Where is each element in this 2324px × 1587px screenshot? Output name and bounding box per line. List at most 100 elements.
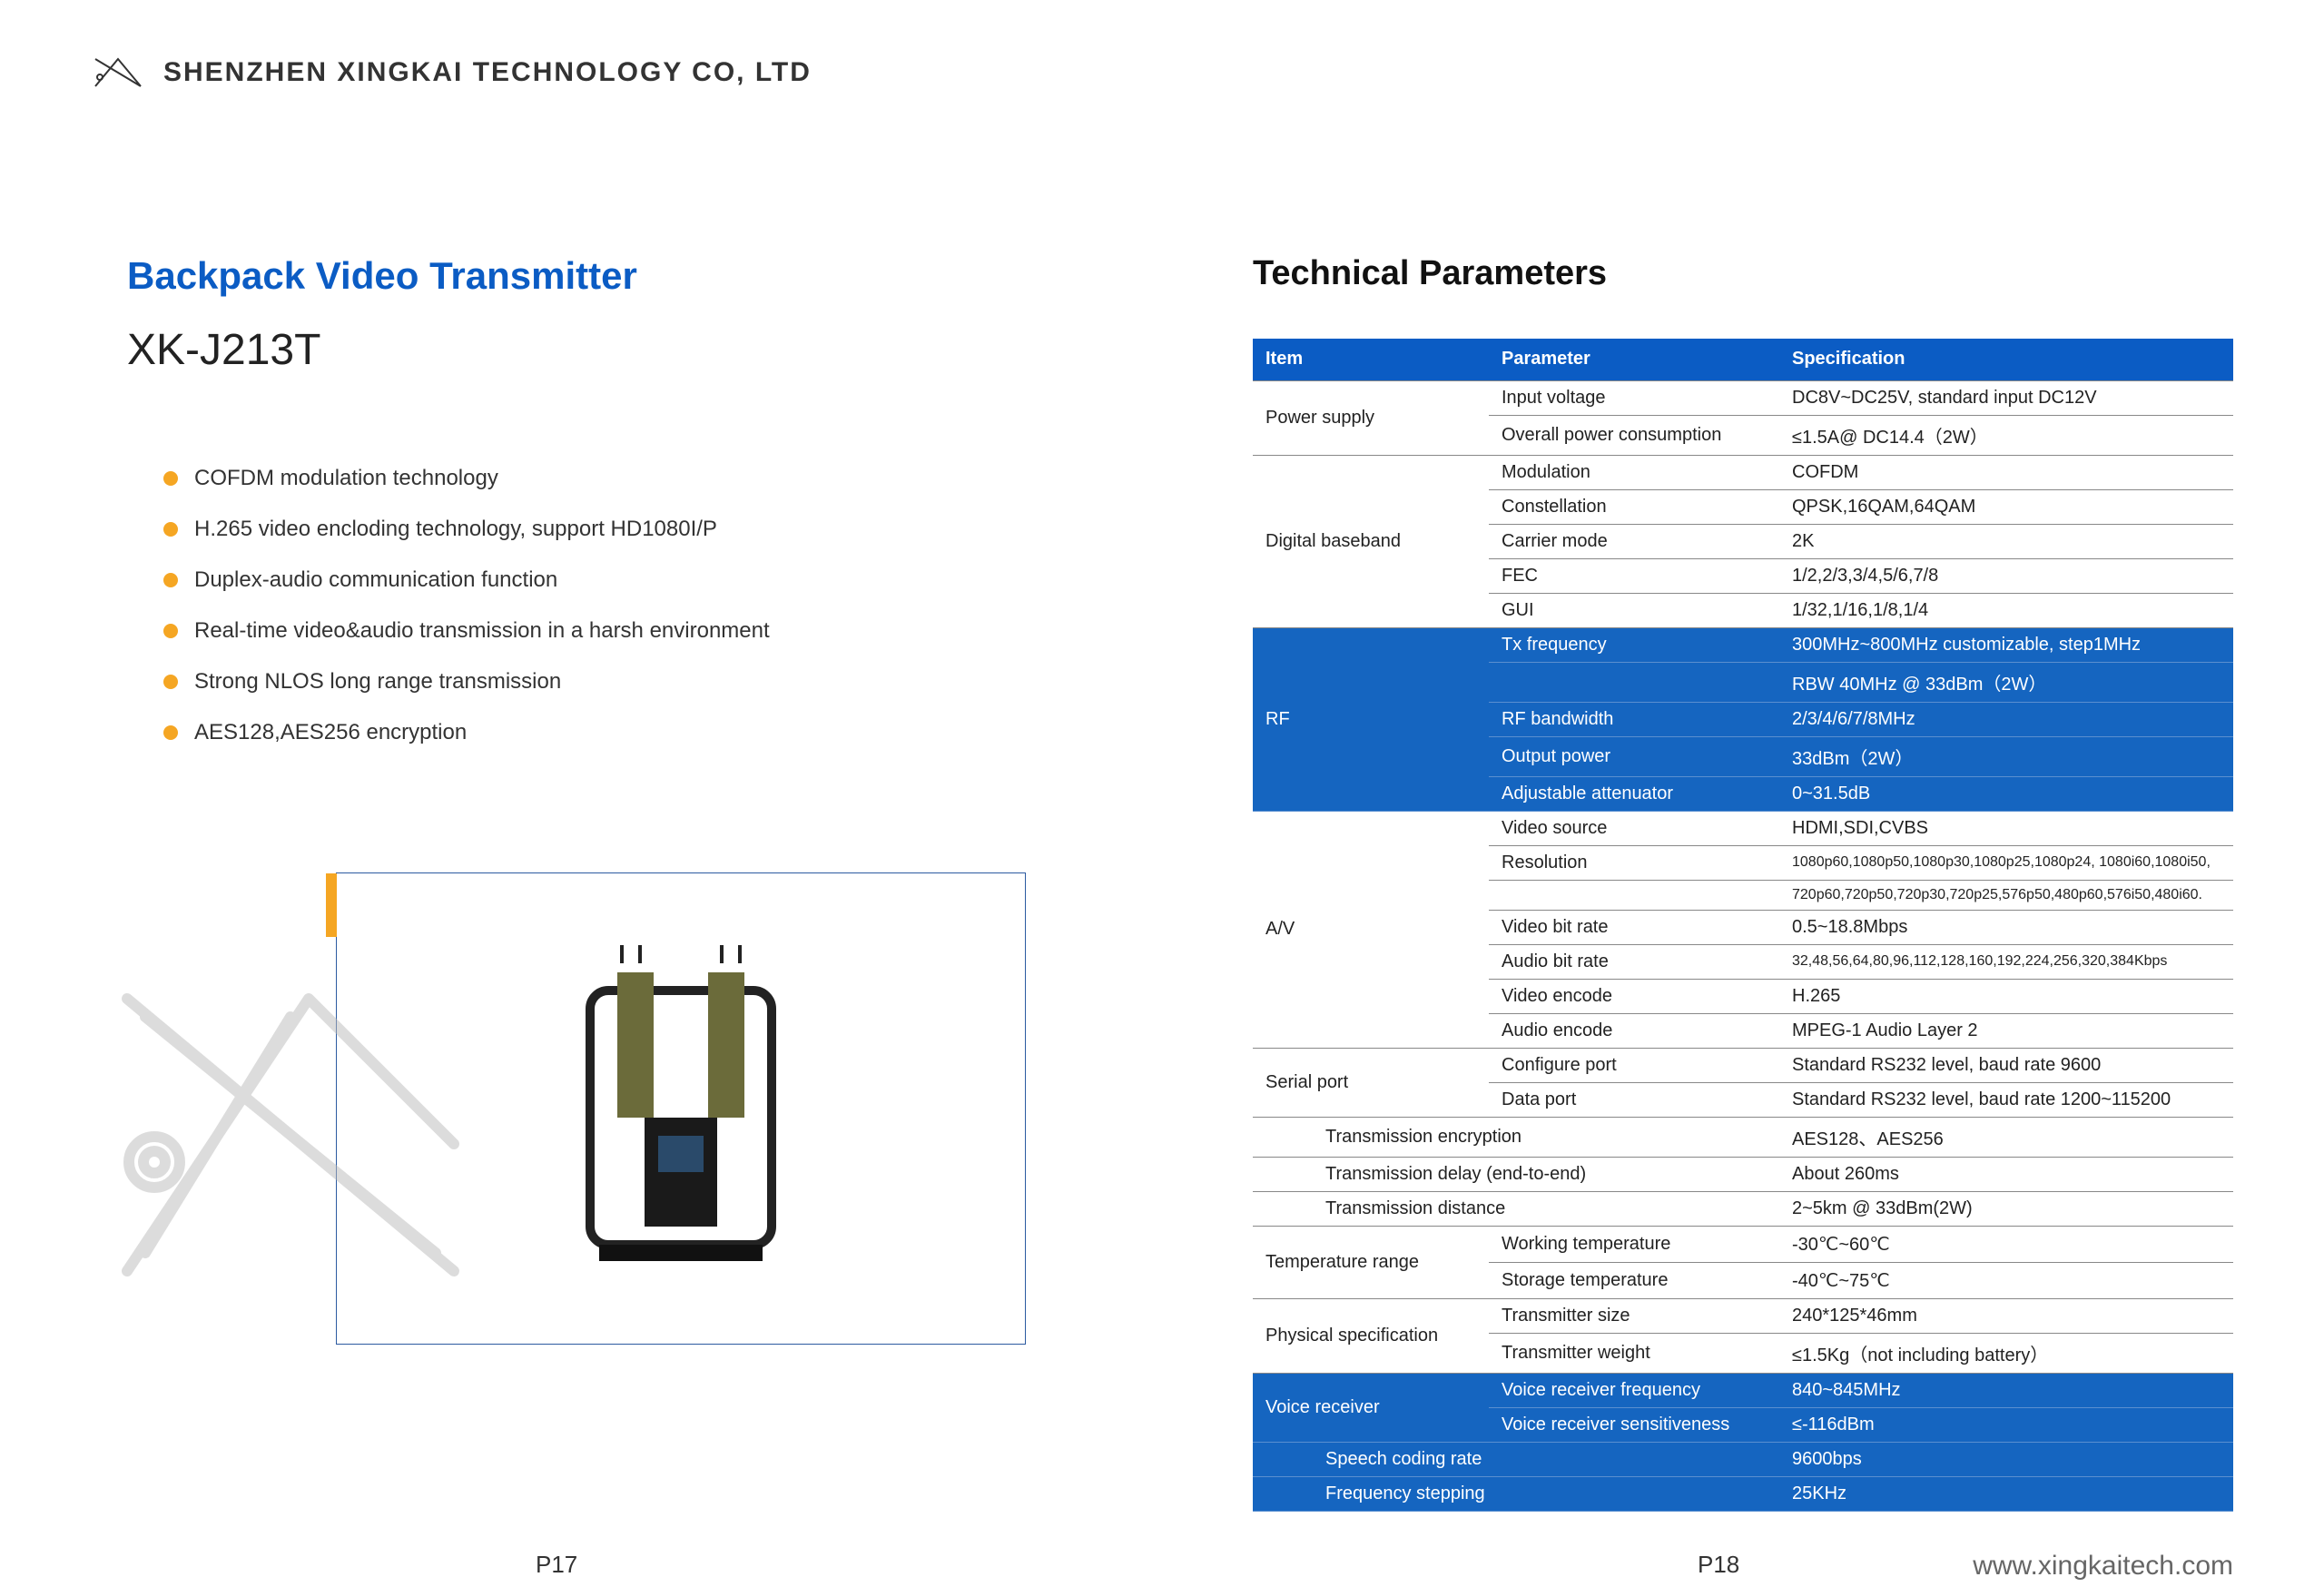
spec-cell: AES128、AES256 — [1779, 1117, 2233, 1157]
param-cell: Input voltage — [1489, 380, 1779, 415]
spec-cell: 9600bps — [1779, 1442, 2233, 1476]
page-header: SHENZHEN XINGKAI TECHNOLOGY CO, LTD — [91, 54, 812, 91]
param-cell: Overall power consumption — [1489, 415, 1779, 455]
feature-item: Duplex-audio communication function — [163, 567, 1089, 593]
product-model: XK-J213T — [127, 325, 1089, 375]
spec-cell: HDMI,SDI,CVBS — [1779, 811, 2233, 845]
param-cell: Transmission encryption — [1253, 1117, 1779, 1157]
feature-item: COFDM modulation technology — [163, 466, 1089, 491]
feature-text: Duplex-audio communication function — [194, 567, 557, 593]
table-row: Temperature rangeWorking temperature-30℃… — [1253, 1226, 2233, 1262]
bullet-icon — [163, 675, 178, 689]
param-cell: Adjustable attenuator — [1489, 776, 1779, 811]
param-cell: Voice receiver frequency — [1489, 1373, 1779, 1407]
feature-text: Strong NLOS long range transmission — [194, 669, 561, 695]
feature-text: H.265 video encloding technology, suppor… — [194, 517, 717, 542]
param-cell: FEC — [1489, 558, 1779, 593]
spec-cell: 32,48,56,64,80,96,112,128,160,192,224,25… — [1779, 944, 2233, 979]
spec-table: Item Parameter Specification Power suppl… — [1253, 339, 2233, 1512]
company-name: SHENZHEN XINGKAI TECHNOLOGY CO, LTD — [163, 57, 812, 88]
spec-cell: 1080p60,1080p50,1080p30,1080p25,1080p24,… — [1779, 845, 2233, 880]
spec-cell: 25KHz — [1779, 1476, 2233, 1511]
item-cell: RF — [1253, 627, 1489, 811]
table-row: Speech coding rate9600bps — [1253, 1442, 2233, 1476]
param-cell: Data port — [1489, 1082, 1779, 1117]
spec-cell: 33dBm（2W） — [1779, 736, 2233, 776]
feature-text: Real-time video&audio transmission in a … — [194, 618, 770, 644]
spec-cell: ≤1.5A@ DC14.4（2W） — [1779, 415, 2233, 455]
spec-cell: 720p60,720p50,720p30,720p25,576p50,480p6… — [1779, 880, 2233, 910]
spec-cell: 2~5km @ 33dBm(2W) — [1779, 1191, 2233, 1226]
param-cell: Carrier mode — [1489, 524, 1779, 558]
item-cell: A/V — [1253, 811, 1489, 1048]
param-cell: Storage temperature — [1489, 1262, 1779, 1298]
spec-cell: 2K — [1779, 524, 2233, 558]
param-cell: Transmitter size — [1489, 1298, 1779, 1333]
spec-cell: 0~31.5dB — [1779, 776, 2233, 811]
param-cell: Video encode — [1489, 979, 1779, 1013]
spec-cell: ≤-116dBm — [1779, 1407, 2233, 1442]
item-cell: Serial port — [1253, 1048, 1489, 1117]
item-cell: Temperature range — [1253, 1226, 1489, 1298]
spec-cell: -40℃~75℃ — [1779, 1262, 2233, 1298]
spec-cell: H.265 — [1779, 979, 2233, 1013]
param-cell: Transmission distance — [1253, 1191, 1779, 1226]
param-cell: Video source — [1489, 811, 1779, 845]
table-row: Voice receiverVoice receiver frequency84… — [1253, 1373, 2233, 1407]
param-cell: Resolution — [1489, 845, 1779, 880]
param-cell: Constellation — [1489, 489, 1779, 524]
feature-list: COFDM modulation technology H.265 video e… — [163, 466, 1089, 745]
header-specification: Specification — [1779, 339, 2233, 380]
param-cell: Working temperature — [1489, 1226, 1779, 1262]
param-cell: Tx frequency — [1489, 627, 1779, 662]
spec-cell: QPSK,16QAM,64QAM — [1779, 489, 2233, 524]
item-cell: Power supply — [1253, 380, 1489, 455]
spec-cell: 1/2,2/3,3/4,5/6,7/8 — [1779, 558, 2233, 593]
bullet-icon — [163, 725, 178, 740]
feature-text: AES128,AES256 encryption — [194, 720, 467, 745]
feature-item: Strong NLOS long range transmission — [163, 669, 1089, 695]
item-cell: Physical specification — [1253, 1298, 1489, 1373]
param-cell: Audio bit rate — [1489, 944, 1779, 979]
table-row: Digital basebandModulationCOFDM — [1253, 455, 2233, 489]
table-row: Power supplyInput voltageDC8V~DC25V, sta… — [1253, 380, 2233, 415]
item-cell: Voice receiver — [1253, 1373, 1489, 1442]
technical-parameters-title: Technical Parameters — [1253, 254, 2233, 293]
table-row: Transmission encryptionAES128、AES256 — [1253, 1117, 2233, 1157]
watermark-logo-icon — [91, 962, 490, 1307]
page-number-left: P17 — [536, 1551, 577, 1579]
table-row: Serial portConfigure portStandard RS232 … — [1253, 1048, 2233, 1082]
param-cell — [1489, 880, 1779, 910]
spec-cell: MPEG-1 Audio Layer 2 — [1779, 1013, 2233, 1048]
table-row: Physical specificationTransmitter size24… — [1253, 1298, 2233, 1333]
table-row: RFTx frequency300MHz~800MHz customizable… — [1253, 627, 2233, 662]
feature-text: COFDM modulation technology — [194, 466, 498, 491]
param-cell: Transmission delay (end-to-end) — [1253, 1157, 1779, 1191]
bullet-icon — [163, 624, 178, 638]
spec-cell: DC8V~DC25V, standard input DC12V — [1779, 380, 2233, 415]
orange-tab — [326, 873, 337, 937]
company-logo-icon — [91, 54, 145, 91]
spec-cell: RBW 40MHz @ 33dBm（2W） — [1779, 662, 2233, 702]
spec-cell: -30℃~60℃ — [1779, 1226, 2233, 1262]
right-column: Technical Parameters Item Parameter Spec… — [1253, 254, 2233, 1512]
spec-cell: Standard RS232 level, baud rate 1200~115… — [1779, 1082, 2233, 1117]
param-cell: Configure port — [1489, 1048, 1779, 1082]
header-parameter: Parameter — [1489, 339, 1779, 380]
spec-cell: About 260ms — [1779, 1157, 2233, 1191]
bullet-icon — [163, 471, 178, 486]
product-title: Backpack Video Transmitter — [127, 254, 1089, 298]
table-row: A/VVideo sourceHDMI,SDI,CVBS — [1253, 811, 2233, 845]
param-cell: Output power — [1489, 736, 1779, 776]
param-cell: Video bit rate — [1489, 910, 1779, 944]
param-cell: Transmitter weight — [1489, 1333, 1779, 1373]
table-row: Transmission delay (end-to-end)About 260… — [1253, 1157, 2233, 1191]
spec-cell: COFDM — [1779, 455, 2233, 489]
spec-cell: 0.5~18.8Mbps — [1779, 910, 2233, 944]
param-cell: Modulation — [1489, 455, 1779, 489]
table-row: Transmission distance2~5km @ 33dBm(2W) — [1253, 1191, 2233, 1226]
param-cell: GUI — [1489, 593, 1779, 627]
spec-cell: ≤1.5Kg（not including battery） — [1779, 1333, 2233, 1373]
bullet-icon — [163, 573, 178, 587]
param-cell: Voice receiver sensitiveness — [1489, 1407, 1779, 1442]
